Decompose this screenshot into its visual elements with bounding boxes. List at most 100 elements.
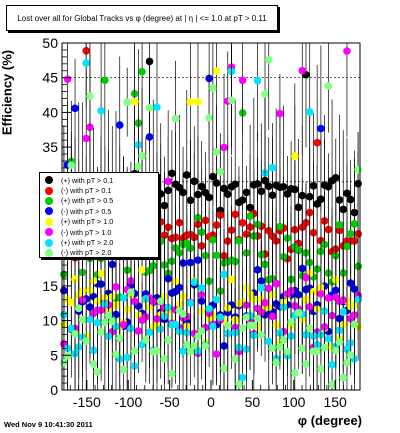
data-point [253, 314, 262, 323]
data-point [63, 75, 72, 83]
data-point [313, 347, 321, 355]
data-point [123, 353, 131, 362]
data-point [331, 174, 340, 182]
data-point [250, 321, 258, 330]
data-point [339, 373, 348, 382]
data-point [145, 328, 154, 337]
data-point [130, 347, 139, 355]
data-point [134, 162, 143, 171]
timestamp: Wed Nov 9 10:41:30 2011 [4, 420, 93, 429]
data-point [343, 358, 351, 367]
data-point [354, 295, 362, 304]
data-point [257, 331, 266, 339]
legend: (+) with pT > 0.1 (-) with pT > 0.1 (+) wi… [39, 172, 159, 258]
data-point [227, 275, 236, 284]
data-point [343, 47, 351, 55]
legend-marker-icon [45, 176, 53, 185]
data-point [298, 344, 307, 353]
data-point [156, 297, 165, 305]
data-point [201, 342, 210, 350]
data-point [186, 98, 195, 106]
data-point [142, 336, 150, 344]
y-tick-label: 45 [42, 70, 58, 86]
legend-label: (-) with pT > 1.0 [61, 227, 112, 237]
data-point [242, 188, 251, 197]
data-point [242, 313, 251, 322]
data-point [138, 152, 146, 160]
data-point [119, 365, 128, 374]
data-point [138, 266, 146, 274]
data-point [115, 334, 124, 342]
data-point [238, 373, 247, 382]
x-tick-label: 0 [207, 394, 215, 410]
data-point [93, 318, 102, 327]
data-point [97, 269, 105, 278]
data-point [60, 358, 68, 367]
data-point [317, 365, 325, 373]
data-point [179, 310, 187, 318]
y-tick-label: 15 [42, 278, 58, 294]
data-point [190, 341, 199, 350]
data-point [153, 103, 161, 112]
legend-item: (-) with pT > 0.1 [45, 185, 158, 195]
data-point [324, 334, 333, 343]
data-point [97, 106, 105, 115]
data-point [101, 76, 109, 85]
data-point [205, 193, 213, 202]
legend-marker-icon [45, 207, 53, 216]
data-point [112, 350, 120, 359]
data-point [164, 177, 172, 186]
legend-item: (-) with pT > 1.0 [45, 227, 158, 237]
data-point [223, 321, 232, 330]
data-point [171, 320, 180, 329]
data-point [209, 84, 217, 92]
data-point [220, 143, 228, 152]
legend-marker-icon [45, 196, 53, 205]
data-point [317, 124, 325, 133]
legend-item: (+) with pT > 2.0 [45, 237, 158, 247]
data-point [82, 134, 91, 143]
data-point [216, 167, 225, 176]
data-point [190, 278, 199, 287]
legend-item: (+) with pT > 0.1 [45, 175, 158, 185]
data-point [82, 337, 91, 346]
data-point [317, 290, 325, 298]
legend-label: (-) with pT > 2.0 [61, 248, 112, 258]
data-point [115, 121, 124, 129]
data-point [235, 236, 243, 245]
data-point [305, 108, 314, 116]
data-point [101, 318, 109, 327]
data-point [231, 355, 240, 363]
data-point [231, 210, 240, 219]
data-point [231, 180, 240, 189]
data-point [209, 236, 217, 244]
data-point [264, 337, 273, 346]
y-tick-label: 40 [42, 104, 58, 120]
data-point [71, 104, 79, 113]
x-tick-label: -50 [159, 394, 179, 410]
data-point [138, 67, 146, 76]
data-point [209, 172, 217, 181]
data-point [328, 380, 336, 389]
legend-marker-icon [45, 186, 53, 195]
data-point [272, 358, 280, 367]
legend-marker-icon [45, 248, 53, 257]
data-point [205, 304, 213, 313]
data-point [328, 360, 336, 369]
data-point [171, 114, 180, 123]
data-point [276, 109, 284, 118]
data-point [212, 295, 221, 304]
data-point [134, 327, 143, 335]
data-point [194, 256, 202, 264]
data-point [212, 251, 221, 260]
data-point [294, 309, 303, 317]
y-axis-label: Efficiency (%) [0, 49, 15, 136]
data-point [212, 147, 221, 156]
data-point [186, 299, 195, 307]
data-point [197, 327, 206, 335]
data-point [130, 97, 139, 106]
data-point [291, 152, 299, 160]
data-point [305, 324, 314, 333]
data-point [331, 346, 340, 355]
y-tick-label: 10 [42, 313, 58, 329]
